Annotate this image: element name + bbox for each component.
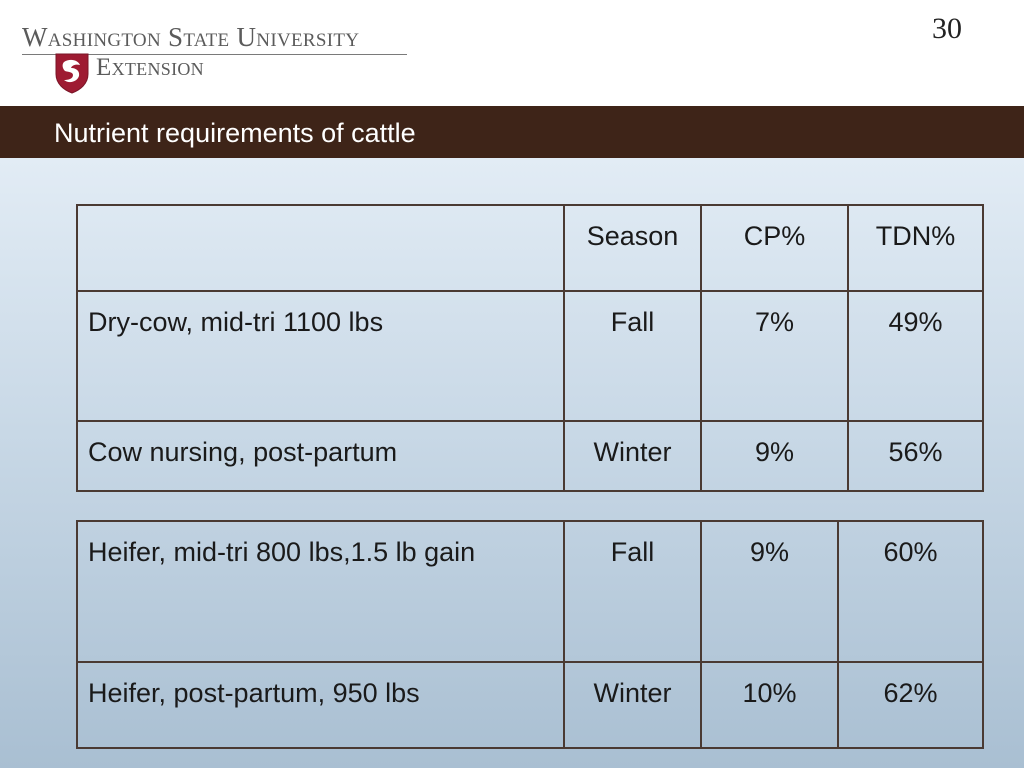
cp-cell: 7% (700, 290, 849, 422)
slide-header: Washington State University Extension 30 (0, 0, 1024, 106)
table-header-row: Season CP% TDN% (76, 204, 984, 292)
row-label-cell: Heifer, mid-tri 800 lbs,1.5 lb gain (76, 520, 565, 663)
header-cell-cp: CP% (700, 204, 849, 292)
table-row: Heifer, mid-tri 800 lbs,1.5 lb gain Fall… (76, 520, 984, 663)
tdn-cell: 60% (837, 520, 984, 663)
row-label-cell: Heifer, post-partum, 950 lbs (76, 661, 565, 749)
cp-cell: 9% (700, 520, 839, 663)
season-cell: Fall (563, 290, 702, 422)
season-cell: Fall (563, 520, 702, 663)
wsu-cougar-shield-icon (55, 53, 89, 94)
logo-extension: Extension (96, 54, 204, 81)
season-cell: Winter (563, 661, 702, 749)
table-row: Dry-cow, mid-tri 1100 lbs Fall 7% 49% (76, 290, 984, 422)
header-cell-season: Season (563, 204, 702, 292)
table-row: Heifer, post-partum, 950 lbs Winter 10% … (76, 661, 984, 749)
logo-university-name: Washington State University (22, 22, 360, 52)
tdn-cell: 49% (847, 290, 984, 422)
row-label-cell: Cow nursing, post-partum (76, 420, 565, 492)
nutrient-table-heifers: Heifer, mid-tri 800 lbs,1.5 lb gain Fall… (76, 520, 984, 749)
logo-divider (22, 54, 407, 55)
slide-title: Nutrient requirements of cattle (54, 118, 416, 148)
table-row: Cow nursing, post-partum Winter 9% 56% (76, 420, 984, 492)
cp-cell: 9% (700, 420, 849, 492)
cp-cell: 10% (700, 661, 839, 749)
header-cell-tdn: TDN% (847, 204, 984, 292)
title-bar (0, 106, 1024, 158)
tdn-cell: 62% (837, 661, 984, 749)
season-cell: Winter (563, 420, 702, 492)
nutrient-table-cows: Season CP% TDN% Dry-cow, mid-tri 1100 lb… (76, 204, 984, 492)
row-label-cell: Dry-cow, mid-tri 1100 lbs (76, 290, 565, 422)
page-number: 30 (932, 12, 962, 45)
header-cell-blank (76, 204, 565, 292)
tdn-cell: 56% (847, 420, 984, 492)
